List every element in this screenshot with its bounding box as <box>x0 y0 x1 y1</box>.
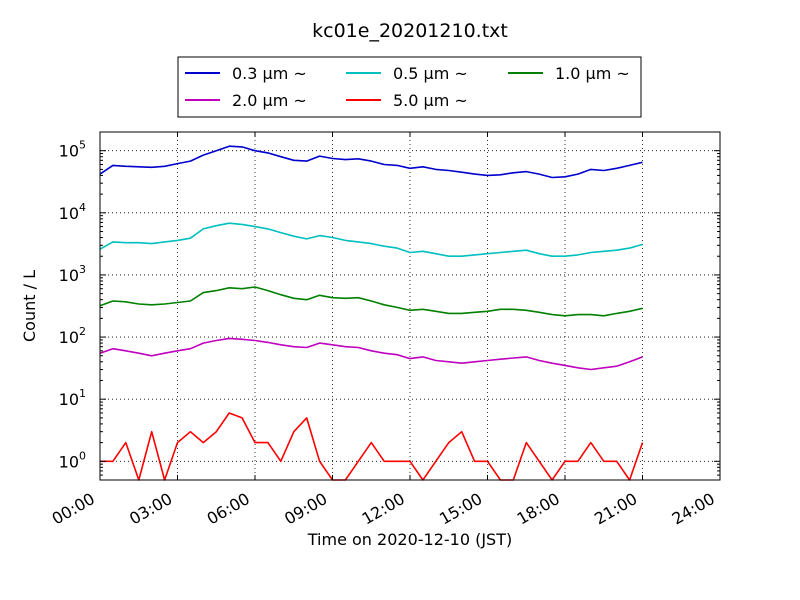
x-tick-label: 21:00 <box>591 489 640 529</box>
legend: 0.3 μm ~ 0.5 μm ~ 1.0 μm ~ 2.0 μm ~ 5.0 μm ~ <box>177 56 642 118</box>
series-layer <box>99 145 644 481</box>
series-line-0 <box>99 145 643 179</box>
y-tick-label: 100 <box>59 449 86 471</box>
x-tick-label: 03:00 <box>126 489 175 529</box>
series-line-1 <box>99 222 643 258</box>
series-line-2 <box>99 286 643 317</box>
ticks: 00:00 03:00 06:00 09:00 12:00 15:00 18:00 21:00… <box>49 132 721 529</box>
series-line-3 <box>99 337 643 371</box>
y-tick-label: 105 <box>59 139 86 161</box>
x-tick-label: 15:00 <box>436 489 485 529</box>
x-tick-label: 12:00 <box>359 489 408 529</box>
y-tick-label: 103 <box>59 263 86 285</box>
x-tick-label: 00:00 <box>49 489 98 529</box>
grid <box>100 132 720 480</box>
x-tick-label: 09:00 <box>281 489 330 529</box>
legend-label: 0.5 μm ~ <box>393 64 468 83</box>
x-axis-title: Time on 2020-12-10 (JST) <box>307 530 512 549</box>
legend-label: 1.0 μm ~ <box>555 64 630 83</box>
chart-title: kc01e_20201210.txt <box>312 20 508 42</box>
legend-label: 0.3 μm ~ <box>232 64 307 83</box>
legend-label: 5.0 μm ~ <box>393 91 468 110</box>
legend-label: 2.0 μm ~ <box>232 91 307 110</box>
legend-box <box>177 56 642 118</box>
y-axis-title: Count / L <box>20 270 39 342</box>
y-tick-label: 104 <box>59 201 86 223</box>
x-tick-label: 24:00 <box>669 489 718 529</box>
x-tick-label: 18:00 <box>514 489 563 529</box>
y-tick-label: 102 <box>59 325 86 347</box>
series-line-4 <box>100 412 644 481</box>
y-tick-label: 101 <box>59 387 86 409</box>
x-tick-label: 06:00 <box>204 489 253 529</box>
